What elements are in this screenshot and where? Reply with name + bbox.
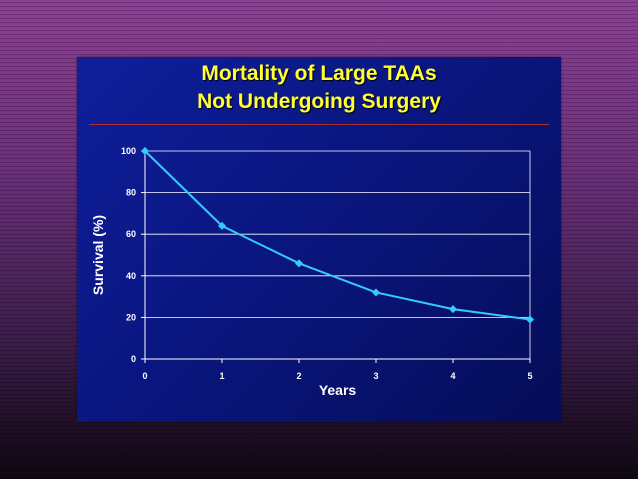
data-point <box>372 288 380 297</box>
y-tick-label: 60 <box>126 229 136 239</box>
grid-lines <box>145 150 531 359</box>
data-point <box>449 305 457 314</box>
axes <box>144 151 530 360</box>
y-tick-label: 40 <box>126 271 136 281</box>
x-tick-label: 3 <box>373 371 378 381</box>
tick-marks <box>141 150 531 363</box>
y-tick-label: 100 <box>121 146 136 156</box>
line-chart: 0 20 40 60 80 100 0 1 2 3 4 5 Years Survival (%) <box>90 146 534 398</box>
x-tick-label: 1 <box>219 371 224 381</box>
chart-subtitle: Not Undergoing Surgery <box>197 90 441 113</box>
series-line <box>144 150 531 321</box>
y-tick-label: 0 <box>131 354 136 364</box>
data-point <box>141 147 149 155</box>
x-tick-label: 5 <box>527 371 532 381</box>
survival-series <box>141 147 534 324</box>
data-point <box>295 259 303 268</box>
tick-labels: 0 20 40 60 80 100 0 1 2 3 4 5 <box>121 146 533 381</box>
y-tick-label: 20 <box>126 312 136 322</box>
title-divider <box>89 124 549 125</box>
y-tick-label: 80 <box>126 188 136 198</box>
data-point <box>218 221 226 230</box>
x-tick-label: 4 <box>450 371 455 381</box>
slide-panel: Mortality of Large TAAs Not Undergoing S… <box>77 57 561 422</box>
x-axis-title: Years <box>319 382 357 398</box>
x-tick-label: 2 <box>296 371 301 381</box>
chart-title: Mortality of Large TAAs <box>201 62 437 85</box>
data-point <box>526 315 534 324</box>
y-axis-title: Survival (%) <box>90 215 106 295</box>
x-tick-label: 0 <box>142 371 147 381</box>
